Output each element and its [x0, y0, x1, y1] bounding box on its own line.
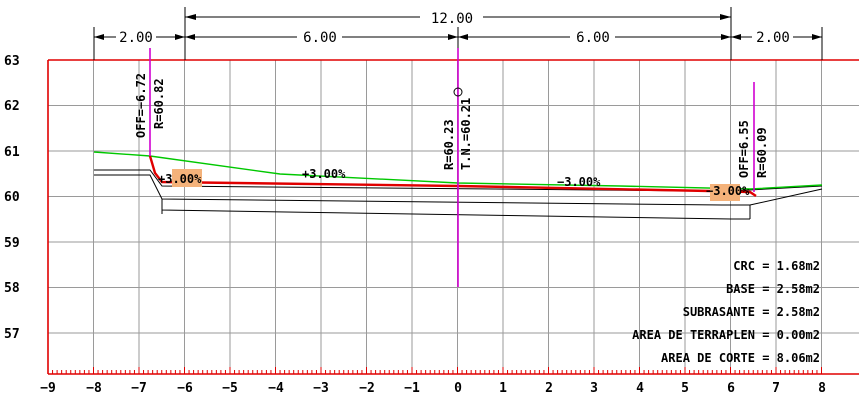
area-summary: CRC = 1.68m2 BASE = 2.58m2 SUBRASANTE = … — [632, 259, 820, 365]
slope-label-right-lane: −3.00% — [557, 175, 601, 189]
y-tick-label: 61 — [4, 145, 20, 160]
x-tick-label: 7 — [772, 381, 780, 396]
right-elevation-label: R=60.09 — [755, 127, 769, 178]
dimension-label-total: 12.00 — [431, 11, 473, 27]
y-tick-label: 59 — [4, 236, 20, 251]
right-offset-label: OFF=6.55 — [737, 120, 751, 178]
dimension-label-right-edge: 2.00 — [756, 30, 790, 46]
dimension-label-left-edge: 2.00 — [119, 30, 153, 46]
y-tick-label: 57 — [4, 327, 20, 342]
grid-lines — [48, 60, 859, 374]
x-tick-label: 5 — [681, 381, 689, 396]
x-tick-label: −1 — [404, 381, 420, 396]
centerline-symbol — [453, 87, 463, 97]
left-curb — [172, 169, 202, 187]
dimension-label-right-lane: 6.00 — [576, 30, 610, 46]
y-tick-label: 62 — [4, 99, 20, 114]
x-tick-label: −9 — [40, 381, 56, 396]
x-tick-label: 0 — [454, 381, 462, 396]
area-crc: CRC = 1.68m2 — [733, 259, 820, 273]
x-tick-label: 3 — [590, 381, 598, 396]
x-tick-label: −2 — [359, 381, 375, 396]
left-offset-label: OFF=−6.72 — [134, 73, 148, 138]
left-elevation-label: R=60.82 — [152, 78, 166, 129]
slope-label-left-lane: +3.00% — [302, 167, 346, 181]
arrow-head — [720, 14, 731, 20]
right-curb — [710, 184, 740, 201]
x-tick-label: 1 — [499, 381, 507, 396]
center-ground-label: T.N.=60.21 — [459, 98, 473, 170]
x-tick-label: −7 — [131, 381, 147, 396]
x-axis-labels: −9 −8 −7 −6 −5 −4 −3 −2 −1 0 1 2 3 4 5 6… — [40, 381, 826, 396]
area-corte: AREA DE CORTE = 8.06m2 — [661, 351, 820, 365]
area-base: BASE = 2.58m2 — [726, 282, 820, 296]
x-tick-label: −8 — [86, 381, 102, 396]
x-tick-label: −3 — [313, 381, 329, 396]
x-tick-label: 2 — [545, 381, 553, 396]
y-axis-labels: 63 62 61 60 59 58 57 — [4, 54, 20, 342]
x-tick-label: −5 — [222, 381, 238, 396]
x-tick-label: 4 — [636, 381, 644, 396]
y-tick-label: 60 — [4, 190, 20, 205]
y-tick-label: 63 — [4, 54, 20, 69]
pavement-layers — [94, 169, 823, 220]
x-tick-label: −6 — [177, 381, 193, 396]
slope-label-left-shoulder: +3.00% — [158, 172, 202, 186]
dimension-label-left-lane: 6.00 — [303, 30, 337, 46]
area-terraplen: AREA DE TERRAPLEN = 0.00m2 — [632, 328, 820, 342]
y-tick-label: 58 — [4, 281, 20, 296]
x-tick-label: 6 — [727, 381, 735, 396]
slope-label-right-shoulder: −3.00% — [706, 184, 750, 198]
x-axis-minor-ticks — [47, 367, 822, 374]
arrow-head — [185, 14, 196, 20]
x-tick-label: −4 — [268, 381, 284, 396]
x-tick-label: 8 — [818, 381, 826, 396]
area-subrasante: SUBRASANTE = 2.58m2 — [683, 305, 820, 319]
dimension-lines — [93, 7, 823, 60]
center-elevation-label: R=60.23 — [442, 119, 456, 170]
